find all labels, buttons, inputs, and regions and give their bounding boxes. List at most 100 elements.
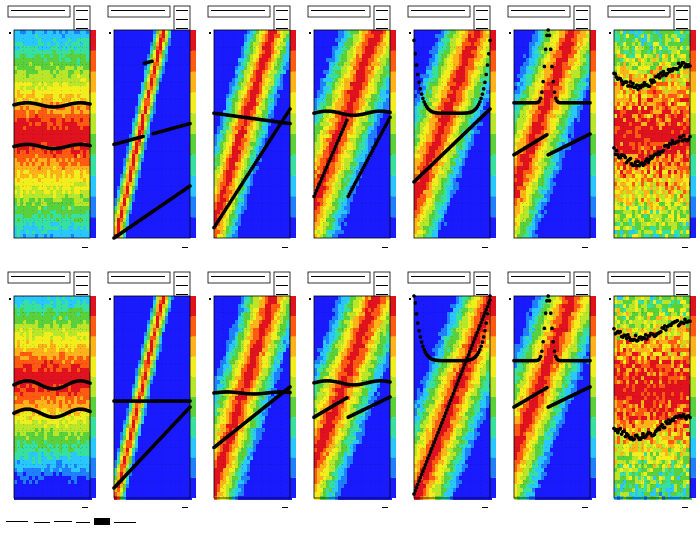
marker [544, 311, 548, 315]
marker [551, 80, 555, 84]
marker [588, 132, 592, 136]
marker [483, 311, 487, 315]
marker [388, 111, 392, 115]
marker [420, 340, 424, 344]
heatmap-cells [614, 30, 692, 238]
heatmap-cells [414, 30, 492, 238]
marker [150, 59, 154, 63]
series-1 [112, 399, 192, 403]
marker [653, 80, 657, 84]
marker [427, 453, 431, 457]
marker [541, 80, 545, 84]
marker [448, 402, 452, 406]
marker [468, 350, 472, 354]
panel-title-box [208, 272, 270, 283]
marker [474, 334, 478, 338]
marker [478, 100, 482, 104]
marker [415, 63, 419, 67]
marker [548, 34, 552, 38]
marker [672, 419, 676, 423]
marker [412, 492, 416, 496]
marker [664, 328, 668, 332]
panel-title-box [408, 272, 470, 283]
marker [663, 426, 667, 430]
panel-bottom-4 [308, 272, 396, 508]
panel-title-box [508, 6, 570, 17]
marker [553, 349, 557, 353]
marker [539, 96, 543, 100]
panel-top-5 [408, 6, 496, 248]
marker [641, 432, 645, 436]
marker [446, 405, 450, 409]
heatmap-cells [14, 30, 92, 238]
marker [288, 391, 292, 395]
marker [412, 294, 416, 298]
marker [472, 340, 476, 344]
marker [413, 489, 417, 493]
marker [419, 87, 423, 91]
marker [543, 65, 547, 69]
marker [436, 431, 440, 435]
marker [488, 294, 492, 298]
marker [429, 450, 433, 454]
marker [540, 90, 544, 94]
marker [688, 416, 692, 420]
marker [419, 335, 423, 339]
panel-title-box [508, 272, 570, 283]
marker [460, 369, 464, 373]
marker [434, 437, 438, 441]
marker [416, 321, 420, 325]
marker [539, 355, 543, 359]
marker [469, 347, 473, 351]
panel-top-2 [108, 6, 196, 248]
marker [473, 337, 477, 341]
marker [450, 395, 454, 399]
marker [465, 356, 469, 360]
marker [486, 305, 490, 309]
marker [432, 440, 436, 444]
marker [453, 389, 457, 393]
marker [484, 321, 488, 325]
marker [615, 149, 619, 153]
marker [588, 385, 592, 389]
marker [288, 385, 292, 389]
marker [415, 312, 419, 316]
marker [479, 97, 483, 101]
marker [546, 294, 550, 298]
marker [345, 118, 349, 122]
panel-title-box [608, 6, 670, 17]
panel-top-1 [8, 6, 96, 248]
marker [481, 92, 485, 96]
marker [88, 102, 92, 106]
marker [688, 319, 692, 323]
marker [479, 321, 483, 325]
marker [416, 482, 420, 486]
marker [550, 327, 554, 331]
marker [540, 349, 544, 353]
marker [431, 444, 435, 448]
panel-bottom-6 [508, 272, 596, 508]
panel-title-box [108, 272, 170, 283]
marker [88, 410, 92, 414]
marker [481, 340, 485, 344]
marker [478, 324, 482, 328]
marker [481, 318, 485, 322]
panel-bottom-1 [8, 272, 96, 508]
marker [550, 65, 554, 69]
marker [435, 434, 439, 438]
marker [288, 122, 292, 126]
marker [412, 39, 416, 43]
marker [658, 428, 662, 432]
marker [629, 157, 633, 161]
marker [455, 382, 459, 386]
marker [467, 353, 471, 357]
panel-top-7 [608, 6, 696, 248]
marker [477, 327, 481, 331]
marker [439, 424, 443, 428]
marker [443, 415, 447, 419]
marker [421, 470, 425, 474]
panel-title-box [108, 6, 170, 17]
marker [662, 148, 666, 152]
heatmap-cells [314, 296, 392, 500]
marker [420, 92, 424, 96]
